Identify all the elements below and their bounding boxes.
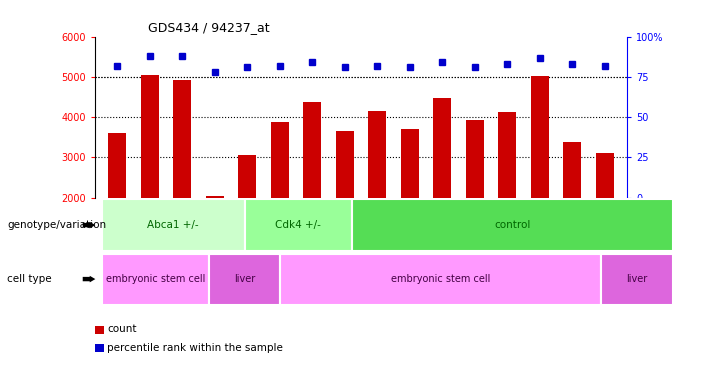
- Bar: [173, 80, 191, 198]
- Text: embryonic stem cell: embryonic stem cell: [391, 274, 491, 284]
- Bar: [596, 153, 613, 198]
- Bar: [563, 142, 581, 198]
- Bar: [102, 254, 209, 305]
- Bar: [209, 254, 280, 305]
- Text: control: control: [494, 220, 531, 230]
- Text: embryonic stem cell: embryonic stem cell: [106, 274, 205, 284]
- Text: liver: liver: [234, 274, 255, 284]
- Bar: [238, 155, 257, 198]
- Bar: [433, 98, 451, 198]
- Bar: [304, 102, 321, 198]
- Bar: [498, 112, 516, 198]
- Bar: [401, 129, 418, 198]
- Text: genotype/variation: genotype/variation: [7, 220, 106, 230]
- Bar: [271, 122, 289, 198]
- Text: percentile rank within the sample: percentile rank within the sample: [107, 343, 283, 353]
- Bar: [336, 131, 354, 198]
- Text: cell type: cell type: [7, 274, 52, 284]
- Bar: [141, 75, 159, 198]
- Bar: [206, 195, 224, 198]
- Bar: [102, 199, 245, 251]
- Bar: [531, 76, 549, 198]
- Text: count: count: [107, 324, 137, 335]
- Text: GDS434 / 94237_at: GDS434 / 94237_at: [148, 21, 270, 34]
- Bar: [465, 120, 484, 198]
- Bar: [601, 254, 673, 305]
- Text: Abca1 +/-: Abca1 +/-: [147, 220, 199, 230]
- Bar: [352, 199, 673, 251]
- Bar: [368, 111, 386, 198]
- Bar: [109, 133, 126, 198]
- Bar: [245, 199, 352, 251]
- Text: liver: liver: [627, 274, 648, 284]
- Text: Cdk4 +/-: Cdk4 +/-: [275, 220, 321, 230]
- Bar: [280, 254, 601, 305]
